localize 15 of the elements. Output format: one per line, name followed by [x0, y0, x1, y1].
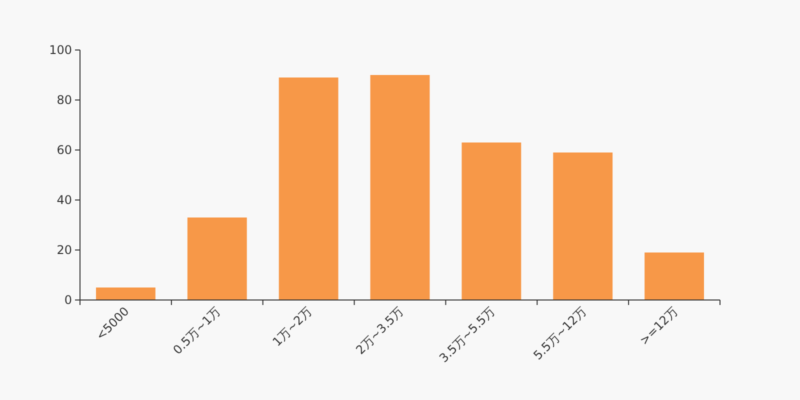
bar [96, 288, 156, 300]
bar [462, 142, 522, 300]
bar [187, 218, 247, 300]
x-tick-label: 0.5万~1万 [170, 304, 224, 358]
x-tick-label: 1万~2万 [270, 304, 315, 349]
bar [370, 75, 430, 300]
y-tick-label: 80 [56, 93, 72, 107]
y-tick-label: 40 [56, 193, 72, 207]
bar [553, 152, 613, 300]
y-tick-label: 60 [56, 143, 72, 157]
bar [278, 78, 338, 300]
y-tick-label: 100 [49, 43, 72, 57]
y-tick-label: 0 [64, 293, 72, 307]
y-tick-label: 20 [56, 243, 72, 257]
bar [644, 252, 704, 300]
